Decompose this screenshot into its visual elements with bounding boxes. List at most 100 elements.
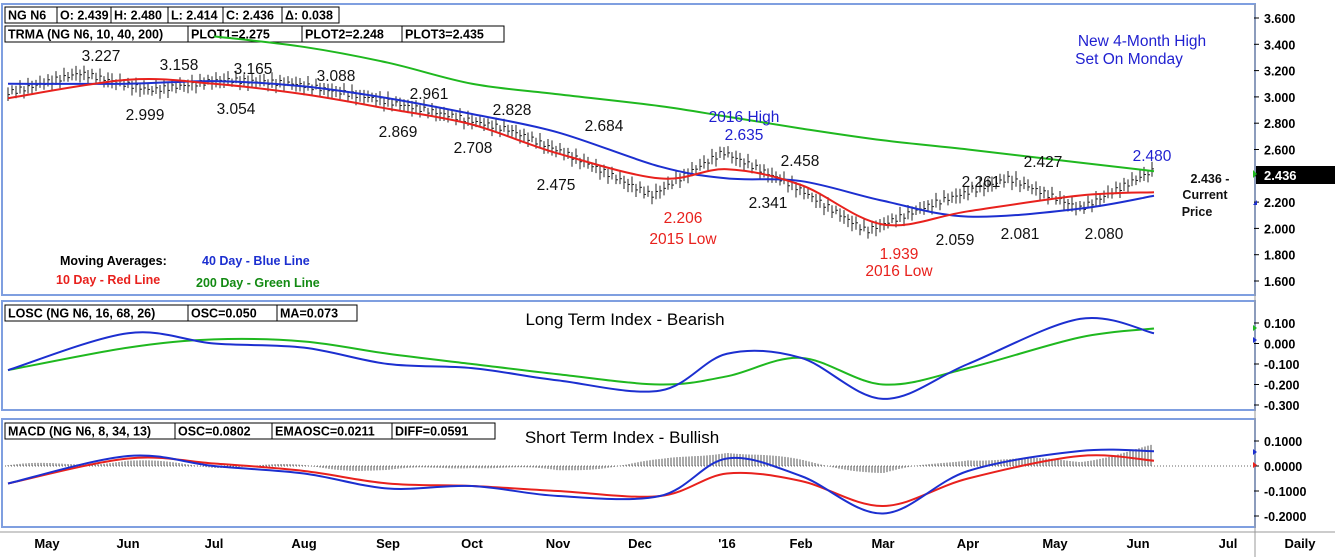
ma-200-line (213, 35, 1155, 173)
price-y-tick-label: 2.000 (1264, 222, 1295, 236)
price-header-field: C: 2.436 (226, 9, 274, 23)
price-annotation: 2.080 (1085, 226, 1124, 243)
macd-title: Short Term Index - Bullish (525, 428, 719, 447)
price-annotation: 2016 Low (865, 263, 933, 280)
losc-y-tick-label: 0.100 (1264, 317, 1295, 331)
price-y-tick-label: 3.000 (1264, 91, 1295, 105)
trma-header-field: PLOT3=2.435 (405, 28, 484, 42)
price-annotation: 2016 High (709, 109, 780, 126)
x-tick-label: '16 (718, 536, 736, 551)
price-y-tick-label: 1.800 (1264, 249, 1295, 263)
price-header-field: NG N6 (8, 9, 46, 23)
losc-header-field: OSC=0.050 (191, 307, 257, 321)
price-annotation: 3.158 (160, 57, 199, 74)
price-header-field: H: 2.480 (114, 9, 162, 23)
losc-header-box (276, 304, 358, 322)
macd-y-tick-label: 0.0000 (1264, 460, 1302, 474)
price-annotation: 2.081 (1001, 226, 1040, 243)
x-tick-label: Nov (546, 536, 571, 551)
price-annotation: 2.999 (126, 107, 165, 124)
losc-osc-line (7, 316, 1155, 400)
macd-y-tick-label: -0.2000 (1264, 510, 1306, 524)
last-price-label: 2.436 (1264, 168, 1297, 183)
macd-signal-line (7, 454, 1155, 508)
price-header-box (281, 6, 340, 24)
trma-header-field: PLOT1=2.275 (191, 28, 270, 42)
price-annotation: 2.828 (493, 102, 532, 119)
macd-header-field: MACD (NG N6, 8, 34, 13) (8, 425, 151, 439)
losc-title: Long Term Index - Bearish (525, 310, 724, 329)
macd-header-field: EMAOSC=0.0211 (275, 425, 375, 439)
price-annotation: 3.054 (217, 101, 256, 118)
price-annotation: 2.961 (410, 86, 449, 103)
x-tick-label: Apr (957, 536, 979, 551)
x-tick-label: Jun (1126, 536, 1149, 551)
price-annotation: 2.436 - (1191, 172, 1230, 186)
price-annotation: 2.458 (781, 153, 820, 170)
price-annotation: 2.684 (585, 118, 624, 135)
x-tick-label: Jul (1219, 536, 1238, 551)
price-header-field: Δ: 0.038 (285, 9, 333, 23)
trma-header-field: TRMA (NG N6, 10, 40, 200) (8, 28, 163, 42)
macd-y-tick-label: -0.1000 (1264, 485, 1306, 499)
losc-y-tick-label: -0.100 (1264, 358, 1299, 372)
legend-item-200-day: 200 Day - Green Line (196, 276, 320, 290)
x-tick-label: May (1042, 536, 1068, 551)
x-tick-label: Jul (205, 536, 224, 551)
x-tick-label: Jun (116, 536, 139, 551)
macd-line (7, 448, 1155, 515)
losc-y-tick-label: -0.200 (1264, 379, 1299, 393)
price-axis-marker (1253, 170, 1257, 178)
price-y-tick-label: 3.200 (1264, 65, 1295, 79)
x-tick-label: May (34, 536, 60, 551)
price-annotation: 2.206 (664, 210, 703, 227)
price-annotation: Current (1182, 188, 1228, 202)
price-annotation: 2.341 (749, 195, 788, 212)
price-annotation: 3.165 (234, 61, 273, 78)
price-annotation: 2.059 (936, 232, 975, 249)
price-annotation: 2015 Low (649, 231, 717, 248)
price-annotation: Set On Monday (1075, 51, 1183, 68)
price-y-tick-label: 2.800 (1264, 117, 1295, 131)
price-annotation: 2.427 (1024, 154, 1063, 171)
legend-title: Moving Averages: (60, 254, 167, 268)
x-tick-label: Daily (1284, 536, 1316, 551)
losc-y-tick-label: 0.000 (1264, 338, 1295, 352)
price-annotation: 2.480 (1133, 148, 1172, 165)
price-annotation: 2.475 (537, 177, 576, 194)
macd-header-box (391, 422, 496, 440)
x-tick-label: Oct (461, 536, 483, 551)
price-annotation: 2.708 (454, 140, 493, 157)
price-header-field: L: 2.414 (171, 9, 218, 23)
losc-y-tick-label: -0.300 (1264, 399, 1299, 413)
losc-header-field: LOSC (NG N6, 16, 68, 26) (8, 307, 155, 321)
price-panel-frame (1, 3, 1256, 296)
x-tick-label: Feb (789, 536, 812, 551)
trma-header-box (401, 25, 505, 43)
x-tick-label: Mar (871, 536, 894, 551)
losc-axis-marker (1253, 325, 1257, 331)
legend-item-10-day: 10 Day - Red Line (56, 273, 160, 287)
losc-ma-line (7, 327, 1155, 386)
price-header-field: O: 2.439 (60, 9, 109, 23)
price-annotation: New 4-Month High (1078, 33, 1206, 50)
ma-40-line (7, 80, 1155, 218)
price-y-tick-label: 3.600 (1264, 12, 1295, 26)
price-y-tick-label: 2.600 (1264, 144, 1295, 158)
price-y-tick-label: 2.200 (1264, 196, 1295, 210)
x-tick-label: Dec (628, 536, 652, 551)
x-tick-label: Aug (291, 536, 316, 551)
price-annotation: 2.869 (379, 124, 418, 141)
ma-10-line (7, 78, 1155, 227)
legend-item-40-day: 40 Day - Blue Line (202, 254, 310, 268)
losc-axis-marker (1253, 337, 1257, 343)
x-tick-label: Sep (376, 536, 400, 551)
price-y-tick-label: 1.600 (1264, 275, 1295, 289)
macd-header-field: DIFF=0.0591 (395, 425, 468, 439)
price-annotation: 2.635 (725, 127, 764, 144)
price-annotation: 3.227 (82, 48, 121, 65)
price-y-tick-label: 3.400 (1264, 38, 1295, 52)
trma-header-field: PLOT2=2.248 (305, 28, 384, 42)
macd-y-tick-label: 0.1000 (1264, 435, 1302, 449)
